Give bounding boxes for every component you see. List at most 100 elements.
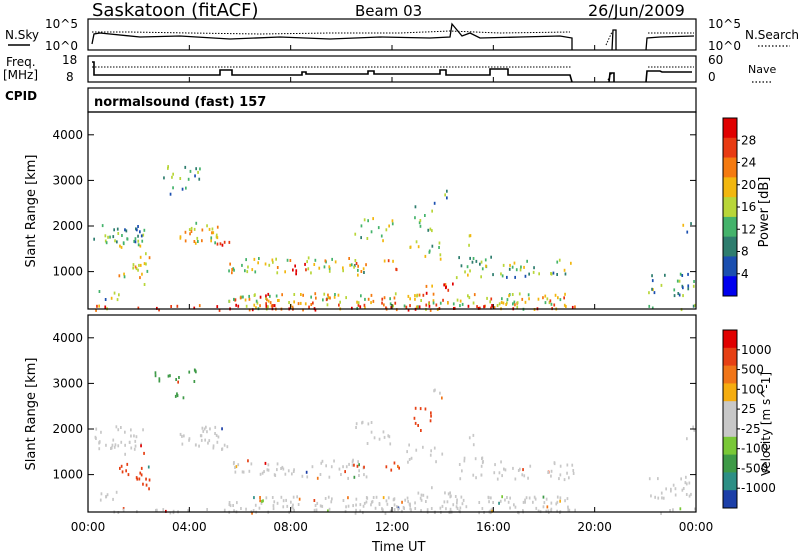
range-cell <box>123 272 125 276</box>
range-cell <box>198 177 201 181</box>
freq-left-tick-top: 18 <box>62 53 77 67</box>
range-cell <box>679 507 682 511</box>
range-cell <box>520 265 522 269</box>
range-cell <box>228 240 231 244</box>
range-cell <box>388 224 390 228</box>
range-cell <box>218 308 221 312</box>
range-cell <box>387 496 390 500</box>
range-cell <box>458 256 460 260</box>
range-cell <box>135 227 137 231</box>
range-cell <box>130 428 132 432</box>
range-cell <box>329 296 331 300</box>
range-cell <box>456 498 458 502</box>
range-cell <box>278 299 280 302</box>
range-cell <box>248 297 251 301</box>
range-cell <box>292 495 295 499</box>
range-cell <box>273 473 276 477</box>
range-cell <box>195 443 197 447</box>
range-cell <box>432 299 435 303</box>
range-cell <box>475 259 478 263</box>
range-cell <box>276 462 279 466</box>
range-cell <box>367 422 370 426</box>
range-cell <box>282 505 285 509</box>
range-cell <box>506 275 508 279</box>
range-cell <box>533 266 535 270</box>
range-cell <box>445 507 447 511</box>
range-cell <box>189 169 192 173</box>
range-cell <box>338 303 340 307</box>
range-cell <box>388 435 391 439</box>
range-cell <box>694 303 696 307</box>
range-cell <box>345 505 347 509</box>
range-cell <box>429 419 432 423</box>
y-tick-label: 4000 <box>52 331 83 345</box>
range-cell <box>349 263 351 267</box>
range-cell <box>301 474 304 478</box>
range-cell <box>163 176 165 180</box>
range-cell <box>408 443 410 447</box>
range-cell <box>231 271 233 275</box>
range-cell <box>444 283 447 287</box>
range-cell <box>99 498 102 502</box>
range-cell <box>290 500 292 504</box>
range-cell <box>529 464 532 468</box>
range-cell <box>454 495 457 498</box>
range-cell <box>395 308 398 312</box>
range-cell <box>465 505 468 509</box>
range-cell <box>254 293 256 297</box>
range-cell <box>544 301 547 305</box>
range-cell <box>648 291 650 295</box>
range-cell <box>443 283 445 287</box>
range-cell <box>95 427 98 431</box>
range-cell <box>459 304 461 308</box>
range-cell <box>478 511 480 515</box>
range-cell <box>688 481 691 485</box>
range-cell <box>557 296 559 300</box>
range-cell <box>514 275 516 279</box>
range-cell <box>414 297 416 301</box>
colorbar-tick-label: 25 <box>741 402 756 416</box>
range-cell <box>360 236 362 240</box>
range-cell <box>326 303 329 307</box>
range-cell <box>447 301 449 305</box>
colorbar-tick-label: -25 <box>741 422 761 436</box>
range-cell <box>651 274 653 278</box>
range-cell <box>156 306 158 310</box>
range-cell <box>648 304 651 308</box>
range-cell <box>354 232 357 236</box>
colorbar-segment <box>723 383 737 402</box>
range-cell <box>354 259 357 262</box>
range-cell <box>447 492 450 496</box>
range-cell <box>685 482 688 486</box>
range-cell <box>439 301 442 305</box>
colorbar-tick-label: 20 <box>741 178 756 192</box>
range-cell <box>527 476 529 480</box>
range-cell <box>299 301 302 305</box>
range-cell <box>292 507 295 511</box>
range-cell <box>532 500 534 504</box>
range-cell <box>553 462 556 466</box>
range-cell <box>319 473 322 476</box>
range-cell <box>463 459 466 463</box>
range-cell <box>378 503 381 506</box>
range-cell <box>460 264 463 268</box>
range-cell <box>509 263 511 267</box>
range-cell <box>250 462 253 466</box>
range-cell <box>477 306 480 310</box>
range-cell <box>459 299 462 303</box>
range-cell <box>217 435 220 439</box>
range-cell <box>137 243 140 247</box>
range-cell <box>267 299 270 303</box>
range-cell <box>472 473 475 477</box>
range-cell <box>342 499 345 502</box>
range-cell <box>393 497 396 501</box>
range-cell <box>556 500 559 504</box>
range-cell <box>366 442 369 445</box>
range-cell <box>98 304 100 308</box>
range-cell <box>315 508 318 512</box>
range-cell <box>269 301 272 305</box>
range-cell <box>353 265 355 269</box>
range-cell <box>372 496 375 499</box>
range-cell <box>425 500 427 503</box>
range-cell <box>228 501 231 504</box>
